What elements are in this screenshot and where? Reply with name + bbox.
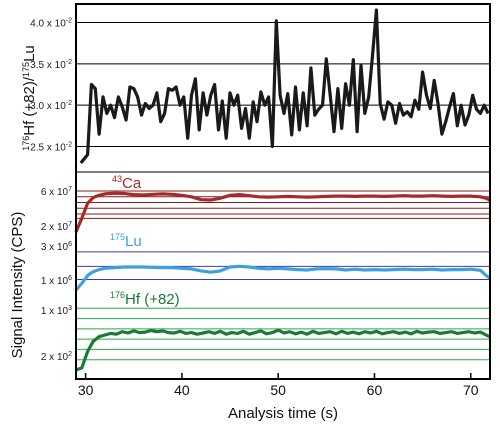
lower-y-tick-label: 6 x 107 bbox=[41, 186, 72, 198]
lu-series-line bbox=[74, 264, 491, 292]
lower-y-tick-label: 1 x 106 bbox=[41, 275, 72, 287]
x-tick-label: 30 bbox=[78, 382, 94, 398]
series-label-hf-main: Hf (+82) bbox=[125, 291, 180, 308]
series-label-ca-main: Ca bbox=[122, 175, 142, 192]
plot-frame bbox=[75, 3, 491, 380]
series-label-lu: 175Lu bbox=[110, 232, 142, 250]
grid-layer bbox=[76, 22, 490, 361]
upper-y-axis-label: 176Hf (+82)/175Lu bbox=[21, 45, 38, 151]
series-label-hf: 176Hf (+82) bbox=[110, 290, 180, 308]
lower-y-axis-label: Signal Intensity (CPS) bbox=[9, 212, 26, 359]
hf-series-line bbox=[75, 328, 491, 372]
upper-y-tick-label: 4.0 x 10-2 bbox=[30, 18, 72, 30]
ticks-layer: 2.5 x 10-2 3.0 x 10-2 3.5 x 10-2 4.0 x 10-2… bbox=[30, 18, 479, 398]
upper-y-label-part-4: Lu bbox=[21, 45, 38, 62]
series-label-ca-sup: 43 bbox=[112, 174, 122, 184]
x-tick-label: 50 bbox=[270, 382, 286, 398]
x-tick-label: 40 bbox=[174, 382, 190, 398]
upper-y-tick-label: 2.5 x 10-2 bbox=[30, 141, 72, 153]
series-label-ca: 43Ca bbox=[112, 174, 142, 192]
lower-y-tick-label: 1 x 103 bbox=[41, 305, 72, 317]
series-label-lu-main: Lu bbox=[125, 233, 142, 250]
upper-y-label-part-3: 175 bbox=[21, 62, 31, 77]
ca-series-line bbox=[74, 191, 491, 233]
series-label-lu-sup: 175 bbox=[110, 232, 125, 242]
x-tick-label: 60 bbox=[367, 382, 383, 398]
lower-y-tick-label: 2 x 107 bbox=[41, 221, 72, 233]
upper-y-tick-label: 3.0 x 10-2 bbox=[30, 100, 72, 112]
x-tick-label: 70 bbox=[463, 382, 479, 398]
lower-y-tick-label: 2 x 102 bbox=[41, 351, 72, 363]
x-axis-label: Analysis time (s) bbox=[228, 405, 338, 422]
series-label-hf-sup: 176 bbox=[110, 290, 125, 300]
ratio-series-line bbox=[79, 8, 490, 165]
upper-y-label-part-2: Hf (+82)/ bbox=[21, 76, 38, 136]
lower-y-tick-label: 3 x 106 bbox=[41, 241, 72, 253]
series-layer bbox=[74, 8, 491, 372]
upper-y-label-part-1: 176 bbox=[21, 136, 31, 151]
upper-y-tick-label: 3.5 x 10-2 bbox=[30, 59, 72, 71]
